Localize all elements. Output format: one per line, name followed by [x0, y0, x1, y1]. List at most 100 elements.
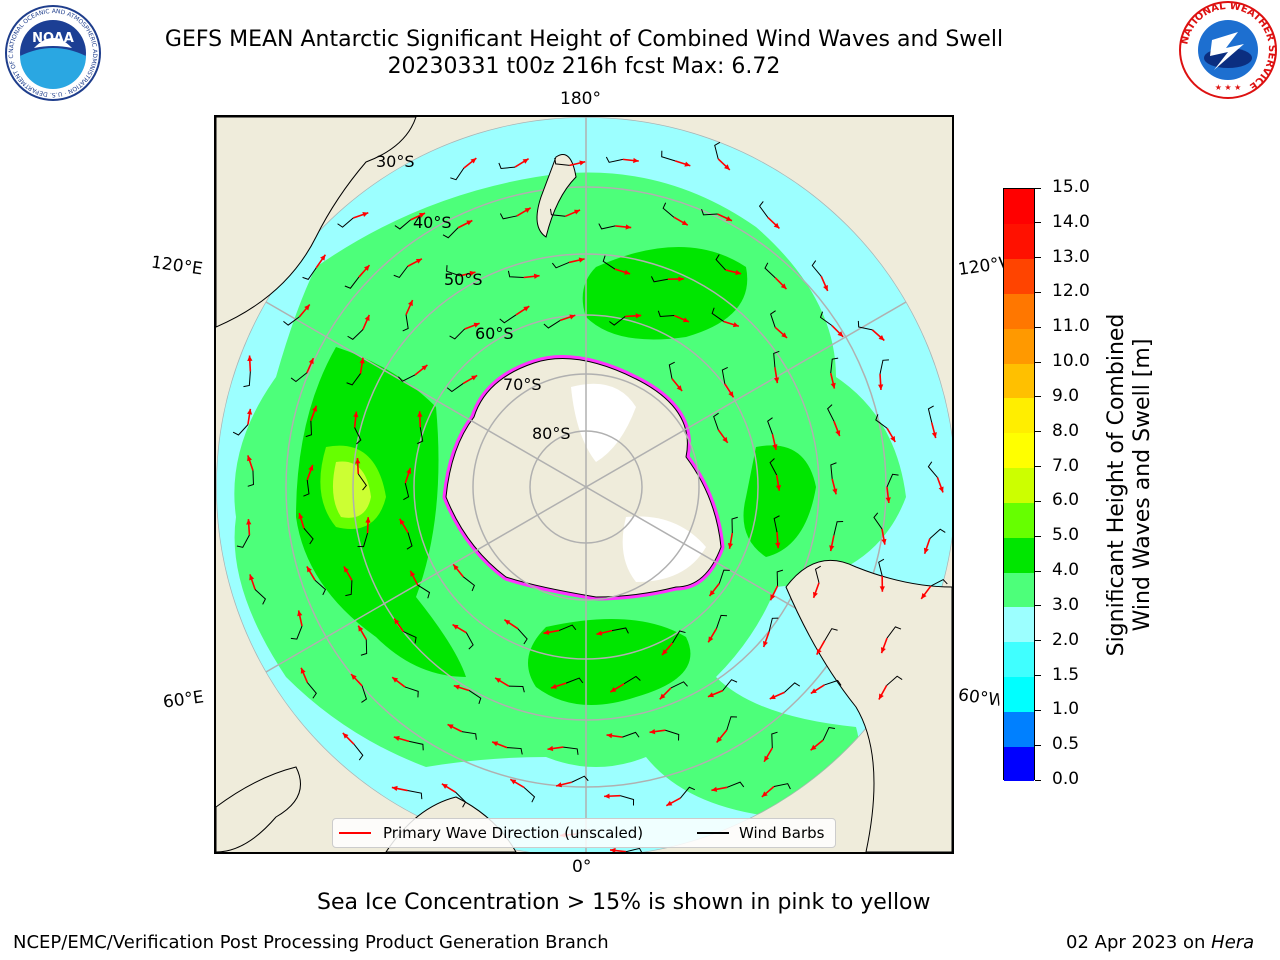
footer-date: 02 Apr 2023 on Hera — [1066, 932, 1254, 953]
wind-barb — [397, 374, 416, 382]
australia-land — [216, 117, 417, 328]
wave-arrow-head — [453, 564, 459, 571]
wind-barb — [668, 361, 675, 379]
wind-barb — [571, 775, 589, 783]
colorbar-tick-label: 6.0 — [1052, 490, 1080, 511]
wind-barb — [713, 412, 719, 431]
wind-barb — [247, 470, 254, 487]
colorbar-tick-mark — [1035, 326, 1041, 328]
wind-barb — [776, 569, 784, 586]
wave-arrow-head — [625, 224, 632, 230]
wave-zone-4-5b — [528, 619, 691, 705]
wind-barb — [403, 631, 417, 644]
nws-logo-icon: NATIONAL WEATHER SERVICE ★ ★ ★ — [1179, 1, 1277, 99]
wind-barb — [827, 404, 835, 422]
wave-arrow-head — [830, 382, 836, 389]
colorbar-tick-label: 0.0 — [1052, 769, 1080, 789]
wave-arrow-head — [466, 220, 473, 226]
colorbar-tick-label: 13.0 — [1052, 246, 1090, 267]
wave-arrow-head — [716, 736, 723, 743]
wind-barb — [554, 157, 570, 166]
colorbar-label-line1: Significant Height of Combined — [1104, 313, 1129, 657]
wave-arrow-head — [649, 729, 656, 735]
wave-arrow-head — [878, 334, 885, 341]
wave-arrow-head — [829, 545, 835, 552]
wind-barbs-label: Wind Barbs — [739, 824, 825, 842]
wind-barb — [563, 746, 579, 755]
wind-barb — [857, 320, 873, 331]
wind-barb — [417, 584, 431, 599]
wave-arrow-head — [931, 432, 937, 439]
wave-arrow-head — [708, 636, 714, 643]
wind-barb — [886, 626, 902, 639]
wind-barb — [718, 569, 730, 584]
wave-arrow-head — [391, 785, 398, 792]
wind-barb — [353, 744, 364, 761]
wind-barb — [758, 201, 769, 218]
wave-arrow-head — [364, 314, 370, 321]
wind-barb — [771, 731, 778, 748]
wave-arrow-head — [835, 430, 841, 437]
colorbar-segment — [1004, 537, 1034, 573]
colorbar-segment — [1004, 328, 1034, 364]
wind-barb — [455, 791, 467, 808]
weddell-ice-shelf — [622, 516, 706, 582]
colorbar-segment — [1004, 223, 1034, 260]
wave-arrow-head — [810, 688, 817, 694]
wind-barb — [360, 639, 368, 656]
wind-barb — [302, 267, 317, 280]
wind-barb — [517, 628, 528, 645]
wave-arrow-head — [761, 791, 768, 797]
wind-barb — [670, 681, 688, 689]
wave-arrow-head — [727, 542, 734, 549]
wind-barb — [878, 558, 885, 576]
wind-barb — [354, 427, 362, 445]
wind-barb — [449, 328, 466, 340]
wind-barb — [303, 479, 310, 497]
wave-arrow-head — [543, 629, 550, 635]
wave-arrow-head — [662, 649, 668, 656]
wave-arrow-head — [635, 313, 642, 319]
lat-label-70s: 70°S — [503, 375, 542, 394]
wave-arrow-head — [441, 783, 448, 789]
colorbar-segment — [1004, 606, 1034, 643]
wave-arrow-head — [358, 625, 364, 632]
wave-arrow-head — [304, 304, 310, 311]
wave-arrow-head — [510, 779, 517, 785]
wind-barb — [726, 716, 737, 731]
wave-arrow-head — [772, 444, 778, 450]
sea-ice-note: Sea Ice Concentration > 15% is shown in … — [317, 890, 931, 915]
colorbar-segment — [1004, 572, 1034, 608]
wind-barb — [394, 219, 411, 230]
africa-land — [216, 766, 301, 852]
wind-barb — [661, 150, 676, 162]
south-america-land — [785, 559, 952, 852]
wave-arrow-head — [732, 322, 739, 328]
colorbar-segment — [1004, 711, 1034, 747]
wind-barb — [657, 310, 675, 317]
wind-barb-swatch — [697, 832, 729, 834]
colorbar-tick-mark — [1035, 466, 1041, 468]
colorbar-tick-label: 11.0 — [1052, 316, 1090, 337]
wave-arrow-head — [773, 222, 780, 229]
wind-barb — [650, 276, 668, 283]
colorbar-tick-label: 1.5 — [1052, 664, 1080, 685]
wind-barb — [232, 424, 249, 436]
wave-arrow-head — [452, 624, 459, 630]
wave-arrow-head — [579, 160, 586, 166]
wind-barb — [879, 359, 889, 375]
wind-barb — [833, 521, 844, 536]
wind-barb — [769, 458, 778, 476]
wind-barb — [623, 675, 641, 685]
wind-barb — [290, 625, 303, 640]
colorbar-tick-mark — [1035, 535, 1041, 537]
wind-barb — [773, 515, 780, 533]
colorbar-tick-label: 15.0 — [1052, 177, 1090, 197]
lat-label-30s: 30°S — [376, 152, 415, 171]
wave-arrow-head — [247, 455, 253, 462]
wind-barb — [711, 307, 724, 322]
wave-arrow-head — [365, 517, 371, 523]
wind-barb — [625, 847, 643, 852]
wave-arrow-head — [666, 800, 673, 806]
wind-barb — [407, 790, 423, 800]
